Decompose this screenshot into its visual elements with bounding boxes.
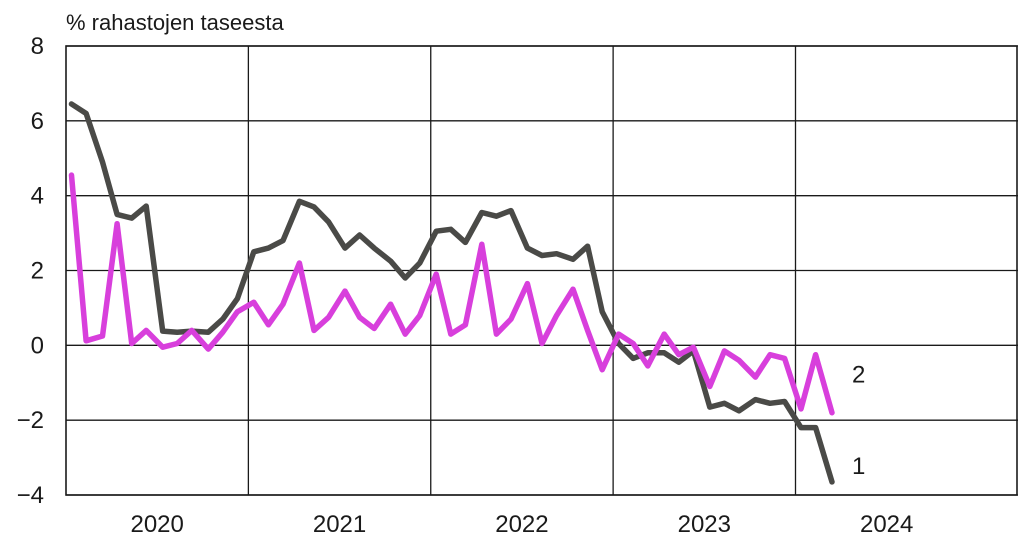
y-axis-unit-label: % rahastojen taseesta bbox=[66, 10, 284, 35]
y-tick-label: 0 bbox=[31, 332, 44, 359]
y-tick-label: 4 bbox=[31, 183, 44, 210]
plot-frame bbox=[65, 45, 1018, 496]
x-tick-label: 2024 bbox=[860, 511, 913, 538]
series-line-1 bbox=[68, 101, 835, 485]
y-tick-label: 6 bbox=[31, 108, 44, 135]
series-label-2: 2 bbox=[852, 362, 865, 389]
y-tick-label: −2 bbox=[17, 407, 44, 434]
y-tick-label: 2 bbox=[31, 258, 44, 285]
series-labels: 12 bbox=[852, 362, 865, 480]
x-tick-label: 2022 bbox=[495, 511, 548, 538]
x-tick-label: 2021 bbox=[313, 511, 366, 538]
series-label-1: 1 bbox=[852, 453, 865, 480]
grid bbox=[66, 45, 1018, 496]
x-tick-label: 2023 bbox=[678, 511, 731, 538]
y-tick-labels: −4 −2 0 2 4 6 8 bbox=[17, 33, 44, 509]
x-tick-label: 2020 bbox=[130, 511, 183, 538]
series-line-2 bbox=[68, 172, 835, 416]
y-tick-label: −4 bbox=[17, 482, 44, 509]
y-tick-label: 8 bbox=[31, 33, 44, 60]
x-tick-labels: 2020 2021 2022 2023 2024 bbox=[130, 511, 913, 538]
series-lines bbox=[68, 101, 835, 485]
